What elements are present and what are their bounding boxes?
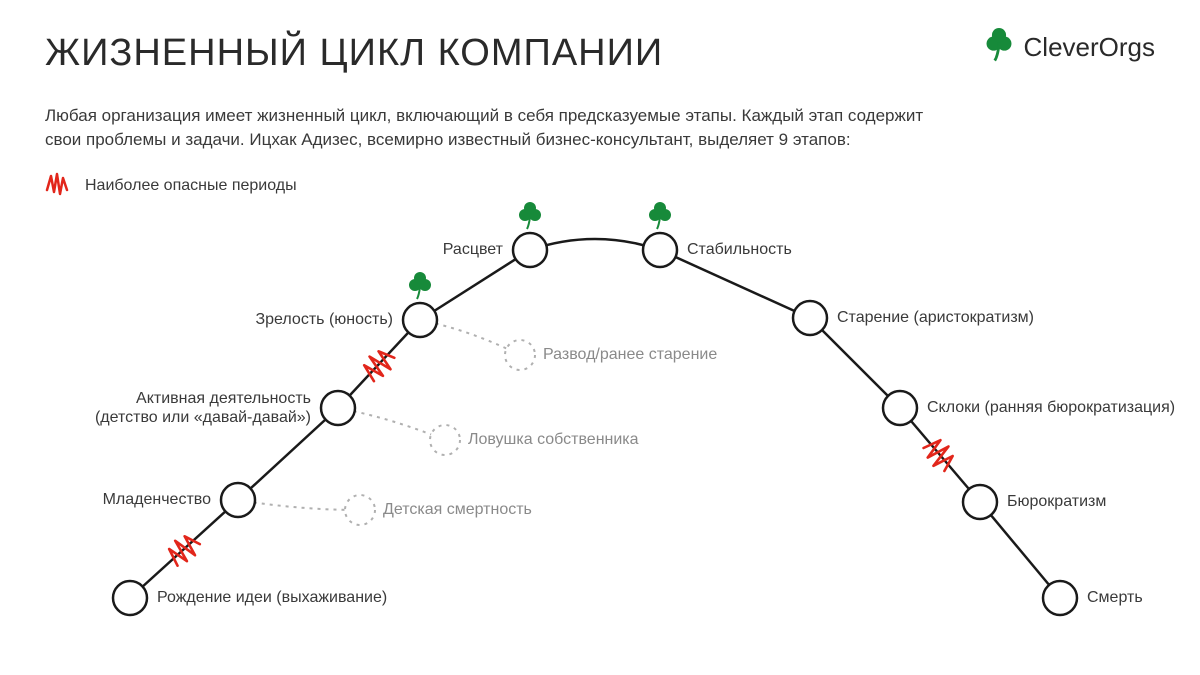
node-label-death: Смерть <box>1087 588 1143 607</box>
lifecycle-diagram <box>0 0 1200 675</box>
branch-label-1: Ловушка собственника <box>468 430 639 449</box>
node-label-bureaucracy: Бюрократизм <box>1007 492 1106 511</box>
node-label-infancy: Младенчество <box>103 490 211 509</box>
node-label-prime: Расцвет <box>443 240 503 259</box>
node-label-bureaucracy0: Склоки (ранняя бюрократизация) <box>927 398 1175 417</box>
branch-label-0: Детская смертность <box>383 500 532 519</box>
page: ЖИЗНЕННЫЙ ЦИКЛ КОМПАНИИ CleverOrgs Любая… <box>0 0 1200 675</box>
node-label-birth: Рождение идеи (выхаживание) <box>157 588 387 607</box>
node-label-adolescence: Зрелость (юность) <box>255 310 393 329</box>
node-label-aristocracy: Старение (аристократизм) <box>837 308 1034 327</box>
node-label-stable: Стабильность <box>687 240 792 259</box>
branch-label-2: Развод/ранее старение <box>543 345 717 364</box>
node-label-gogo: Активная деятельность (детство или «дава… <box>95 389 311 427</box>
